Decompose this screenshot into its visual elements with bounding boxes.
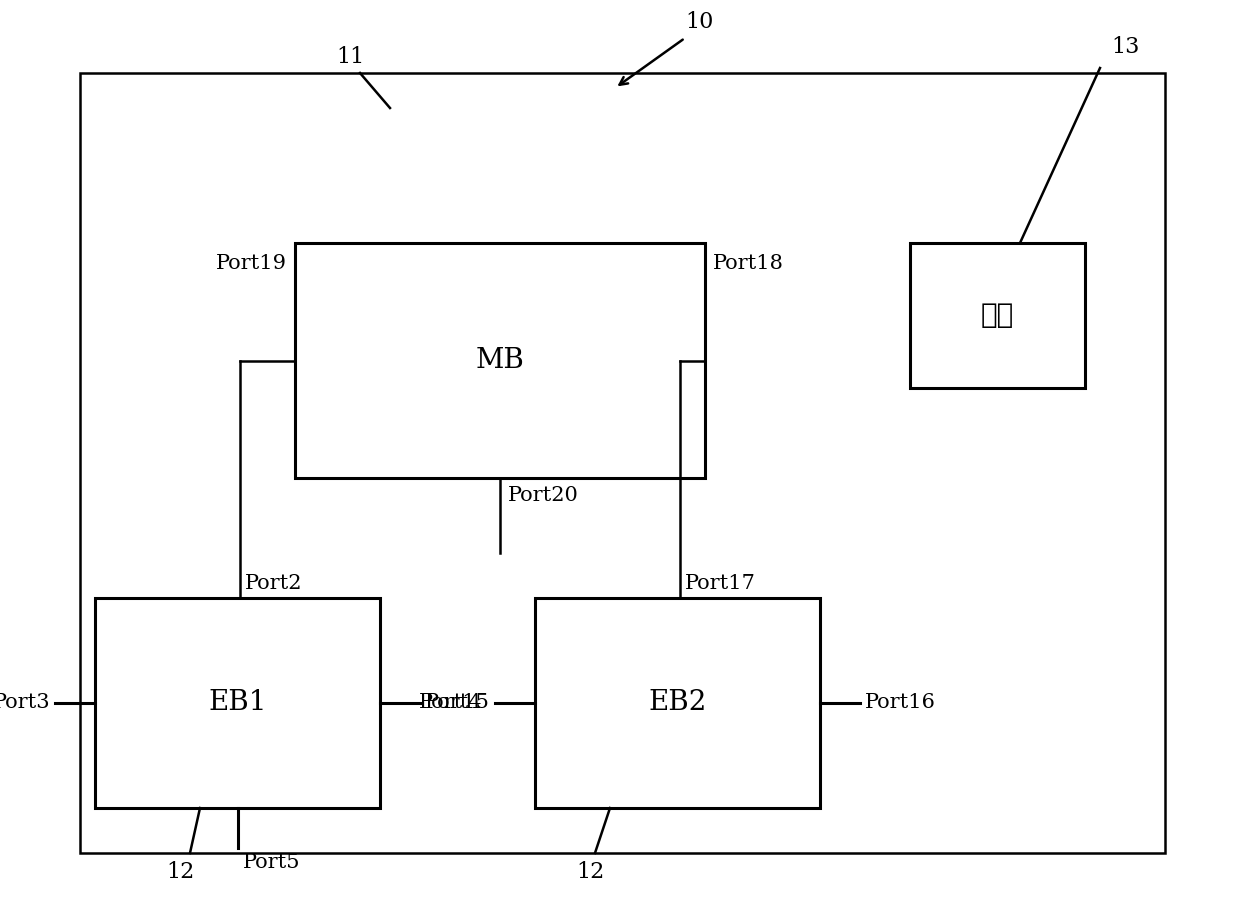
Text: Port3: Port3 bbox=[0, 694, 50, 713]
Bar bbox=[534, 598, 820, 808]
Bar bbox=[81, 73, 1166, 853]
Text: Port20: Port20 bbox=[508, 486, 579, 505]
Text: EB1: EB1 bbox=[208, 689, 267, 716]
Text: Port16: Port16 bbox=[866, 694, 936, 713]
Text: 电源: 电源 bbox=[981, 301, 1014, 330]
Text: 10: 10 bbox=[686, 11, 714, 33]
Text: EB2: EB2 bbox=[649, 689, 707, 716]
Text: 12: 12 bbox=[166, 861, 195, 883]
Text: 12: 12 bbox=[575, 861, 604, 883]
Text: Port4: Port4 bbox=[425, 694, 482, 713]
Text: MB: MB bbox=[476, 347, 525, 374]
Text: 13: 13 bbox=[1111, 36, 1140, 58]
Text: Port2: Port2 bbox=[246, 574, 303, 593]
Text: Port15: Port15 bbox=[419, 694, 490, 713]
Bar bbox=[910, 243, 1085, 388]
Text: Port17: Port17 bbox=[684, 574, 756, 593]
Text: 11: 11 bbox=[336, 46, 365, 68]
Text: Port5: Port5 bbox=[243, 853, 300, 872]
Text: Port18: Port18 bbox=[713, 254, 784, 273]
Bar bbox=[295, 243, 706, 478]
Bar bbox=[95, 598, 379, 808]
Text: Port19: Port19 bbox=[216, 254, 286, 273]
